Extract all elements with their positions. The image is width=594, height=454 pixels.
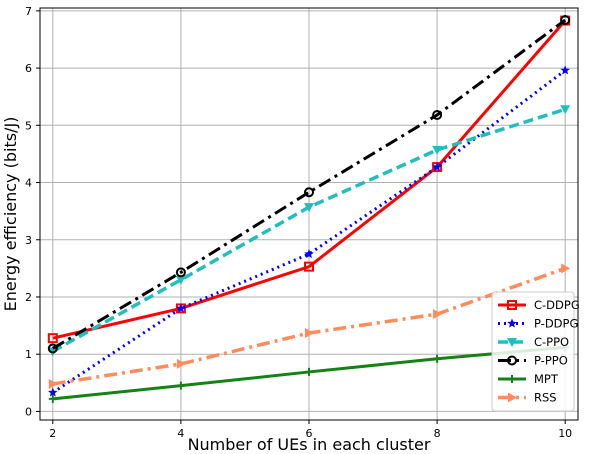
data-point (48, 387, 58, 397)
data-point (507, 355, 517, 366)
data-point (304, 203, 314, 213)
x-tick-label: 4 (177, 427, 184, 440)
data-point (176, 381, 185, 390)
x-tick-label: 2 (49, 427, 56, 440)
x-tick-label: 10 (558, 427, 572, 440)
legend-item-mpt: MPT (498, 372, 559, 386)
legend-item-rss: RSS (498, 391, 557, 405)
y-tick-label: 3 (25, 234, 32, 247)
data-point (304, 249, 314, 259)
data-point (176, 303, 186, 313)
axis-ticks: 2 4 6 8 10 0 1 2 3 4 5 6 7 (25, 5, 572, 440)
data-point (305, 328, 314, 339)
data-point (176, 358, 186, 369)
data-point (560, 65, 570, 75)
y-axis-label: Energy efficiency (bits/J) (1, 117, 20, 312)
y-tick-label: 5 (25, 119, 32, 132)
data-point (560, 105, 571, 115)
data-point (432, 110, 443, 121)
legend-label: C-PPO (534, 335, 569, 349)
series-p-ddpg (48, 65, 570, 397)
series-line-p-ddpg (51, 69, 567, 394)
legend-label: C-DDPG (534, 298, 580, 312)
data-point (507, 300, 517, 310)
data-point (561, 263, 571, 274)
series-line-p-ppo (52, 18, 567, 350)
data-point (507, 338, 517, 347)
data-point (433, 309, 443, 320)
data-point (175, 275, 186, 285)
y-tick-label: 0 (25, 405, 32, 418)
data-point (560, 15, 571, 26)
legend-label: P-PPO (534, 354, 568, 368)
data-point (433, 354, 442, 363)
data-point (507, 318, 517, 328)
y-tick-label: 2 (25, 291, 32, 304)
y-tick-label: 6 (25, 62, 32, 75)
legend-item-p-ppo: P-PPO (498, 354, 568, 368)
series-rss (48, 263, 571, 389)
data-point (304, 187, 314, 198)
series-p-ppo (47, 15, 571, 354)
data-point (48, 378, 58, 389)
x-tick-label: 6 (306, 427, 313, 440)
legend-item-p-ddpg: P-DDPG (498, 317, 578, 331)
data-point (47, 343, 58, 354)
data-point (47, 333, 58, 344)
data-point (432, 162, 442, 172)
legend-item-c-ddpg: C-DDPG (498, 298, 580, 312)
y-tick-label: 4 (25, 177, 32, 190)
series-c-ppo (47, 105, 571, 357)
legend-item-c-ppo: C-PPO (498, 335, 569, 349)
legend-label: MPT (534, 372, 559, 386)
series-line-c-ddpg (52, 19, 567, 340)
data-point (304, 261, 314, 272)
legend-label: RSS (534, 391, 557, 405)
series-layer (47, 15, 571, 403)
y-tick-label: 1 (25, 348, 32, 361)
data-point (175, 267, 186, 278)
data-point (48, 394, 57, 403)
data-point (508, 392, 517, 403)
grid (40, 8, 578, 420)
data-point (305, 367, 313, 376)
legend-label: P-DDPG (534, 317, 578, 331)
y-tick-label: 7 (25, 5, 32, 18)
legend: C-DDPG P-DDPG C-PPO P-PPO MPT RSS (491, 291, 580, 412)
x-tick-label: 8 (434, 427, 441, 440)
x-axis-label: Number of UEs in each cluster (188, 435, 431, 454)
data-point (508, 375, 516, 383)
data-point (432, 145, 443, 155)
